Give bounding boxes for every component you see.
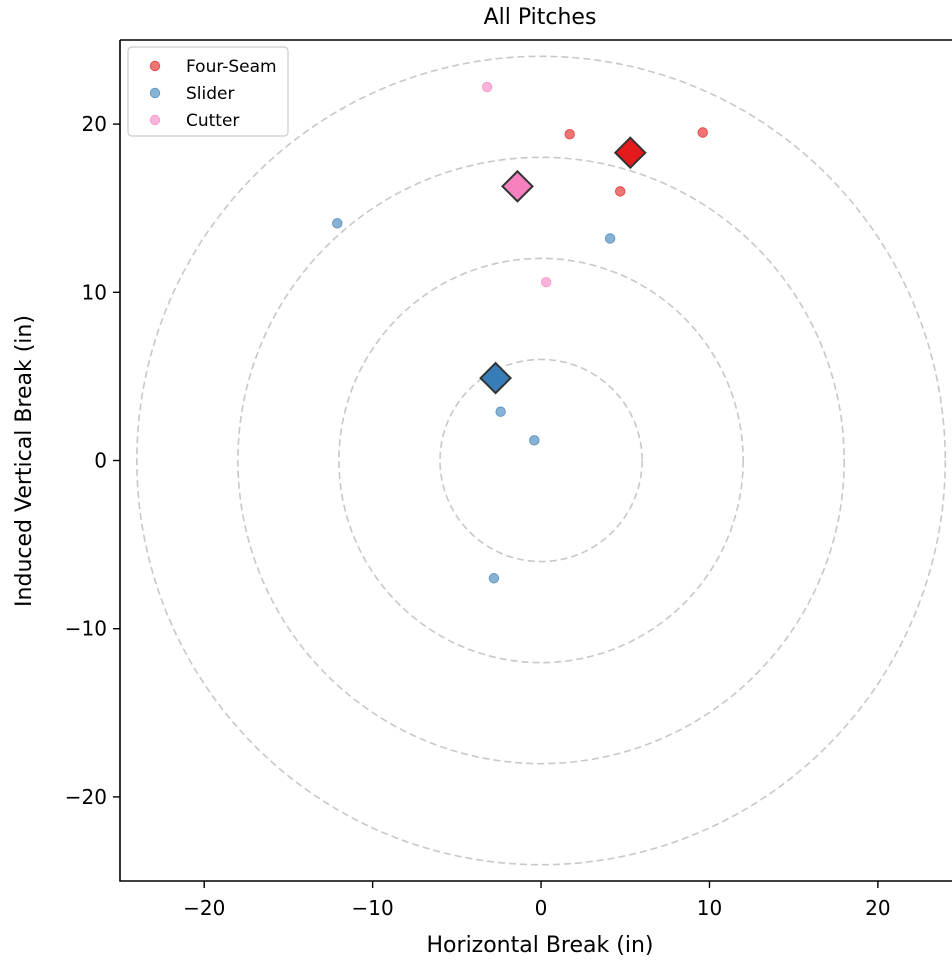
x-tick-label: −20 <box>183 896 225 920</box>
data-point <box>615 186 626 197</box>
data-point <box>540 277 552 288</box>
legend-marker <box>149 114 161 126</box>
reference-circle <box>136 55 947 866</box>
legend-label: Cutter <box>186 111 239 131</box>
reference-circle <box>237 156 846 765</box>
y-tick-label: 20 <box>82 112 107 136</box>
plot-background <box>120 40 952 881</box>
legend-marker <box>149 60 161 72</box>
plot-area <box>119 39 952 882</box>
y-tick-label: 10 <box>82 280 107 304</box>
data-points <box>332 81 708 584</box>
chart-title: All Pitches <box>484 5 597 30</box>
data-point <box>488 573 500 584</box>
reference-circles <box>136 55 947 866</box>
reference-circle <box>439 358 643 563</box>
data-point <box>332 218 343 229</box>
data-point <box>481 81 493 93</box>
legend: Four-Seam Slider Cutter <box>127 46 289 137</box>
y-axis: −20 −10 0 10 20 <box>65 112 120 809</box>
y-tick-label: −10 <box>65 617 107 641</box>
legend-label: Four-Seam <box>186 57 277 77</box>
mean-marker <box>501 169 534 203</box>
plot-frame <box>119 39 952 882</box>
y-tick-label: −20 <box>65 785 107 809</box>
reference-circle <box>338 257 744 664</box>
y-tick-label: 0 <box>94 449 107 473</box>
legend-marker <box>149 87 161 99</box>
x-axis: −20 −10 0 10 20 <box>183 881 891 920</box>
legend-label: Slider <box>186 84 234 104</box>
x-tick-label: 10 <box>697 896 722 920</box>
mean-marker <box>613 136 647 170</box>
x-tick-label: 20 <box>865 896 890 920</box>
data-point <box>529 435 540 446</box>
legend-box <box>127 46 289 137</box>
legend-entries: Four-Seam Slider Cutter <box>149 57 277 131</box>
x-axis-title: Horizontal Break (in) <box>427 933 654 958</box>
mean-marker <box>479 361 512 395</box>
data-point <box>697 127 708 138</box>
y-axis-title: Induced Vertical Break (in) <box>12 315 37 607</box>
data-point <box>495 406 506 417</box>
x-tick-label: −10 <box>352 896 394 920</box>
data-point <box>564 128 575 140</box>
data-point <box>604 233 616 244</box>
x-tick-label: 0 <box>535 896 548 920</box>
mean-markers <box>479 136 647 395</box>
